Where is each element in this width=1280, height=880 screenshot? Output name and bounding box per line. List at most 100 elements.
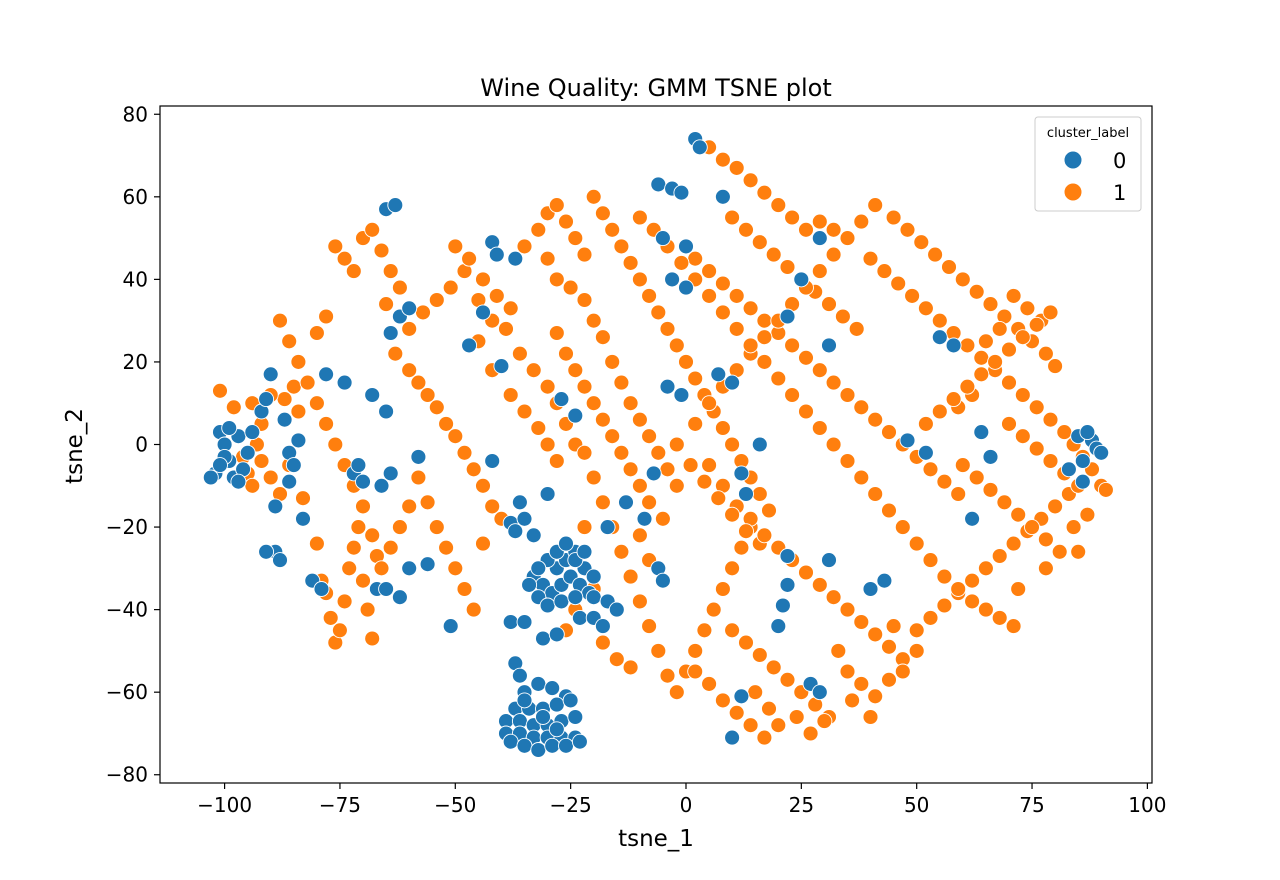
data-point-cluster-1 [345, 539, 362, 556]
y-axis: −80 −60 −40 −20 0 20 40 60 80 [106, 102, 160, 787]
data-point-cluster-1 [391, 279, 408, 296]
data-point-cluster-1 [977, 601, 994, 618]
data-point-cluster-1 [1001, 341, 1017, 358]
data-point-cluster-1 [798, 221, 814, 238]
data-point-cluster-0 [507, 250, 524, 267]
data-point-cluster-1 [438, 415, 455, 432]
data-point-cluster-1 [659, 320, 676, 337]
data-point-cluster-0 [493, 358, 510, 375]
data-point-cluster-1 [327, 238, 344, 255]
data-point-cluster-1 [784, 209, 801, 226]
data-point-cluster-1 [982, 481, 999, 498]
data-point-cluster-1 [724, 560, 741, 577]
data-point-cluster-1 [585, 312, 602, 329]
data-point-cluster-1 [894, 663, 911, 680]
data-point-cluster-1 [502, 300, 519, 317]
x-tick-label: −25 [550, 793, 592, 817]
data-point-cluster-1 [922, 609, 939, 626]
data-point-cluster-0 [548, 696, 565, 713]
data-point-cluster-0 [576, 543, 593, 560]
data-point-cluster-1 [1042, 304, 1059, 321]
data-point-cluster-1 [862, 709, 879, 725]
data-point-cluster-0 [535, 630, 551, 647]
y-tick-label: 20 [123, 350, 148, 374]
data-point-cluster-0 [318, 366, 335, 383]
data-point-cluster-1 [894, 519, 911, 536]
data-point-cluster-0 [548, 626, 565, 643]
data-point-cluster-0 [982, 448, 999, 465]
data-point-cluster-1 [968, 283, 985, 300]
data-point-cluster-0 [221, 420, 238, 436]
data-point-cluster-1 [742, 337, 759, 354]
data-point-cluster-0 [1060, 461, 1077, 478]
data-point-cluster-1 [733, 539, 750, 556]
data-point-cluster-1 [728, 159, 745, 176]
data-point-cluster-0 [618, 494, 634, 511]
data-point-cluster-0 [724, 729, 741, 746]
data-point-cluster-1 [410, 469, 427, 486]
data-point-cluster-1 [687, 370, 704, 387]
data-point-cluster-1 [650, 444, 667, 461]
data-point-cluster-1 [687, 250, 704, 267]
data-point-cluster-1 [654, 510, 671, 527]
data-point-cluster-1 [936, 568, 953, 585]
data-point-cluster-1 [945, 391, 962, 408]
data-point-cluster-0 [654, 230, 671, 247]
data-point-cluster-1 [756, 329, 773, 346]
data-point-cluster-1 [331, 622, 348, 639]
data-point-cluster-1 [290, 403, 307, 420]
data-point-cluster-1 [1014, 387, 1031, 403]
data-point-cluster-0 [811, 230, 828, 247]
x-tick-label: 25 [789, 793, 814, 817]
data-point-cluster-1 [548, 453, 565, 469]
data-point-cluster-1 [631, 593, 648, 610]
data-point-cluster-1 [738, 634, 754, 651]
data-point-cluster-1 [779, 259, 796, 275]
data-point-cluster-0 [511, 667, 528, 684]
data-point-cluster-1 [728, 320, 745, 337]
data-point-cluster-1 [987, 353, 1004, 370]
x-tick-label: −100 [197, 793, 252, 817]
data-point-cluster-0 [821, 552, 837, 569]
data-point-cluster-0 [793, 271, 810, 288]
data-point-cluster-1 [738, 221, 754, 238]
data-point-cluster-1 [576, 246, 593, 263]
data-point-cluster-0 [502, 733, 519, 750]
y-tick-label: −60 [106, 680, 148, 704]
data-point-cluster-0 [419, 556, 436, 573]
data-point-cluster-0 [724, 374, 741, 391]
data-point-cluster-1 [867, 688, 884, 705]
data-point-cluster-1 [738, 523, 754, 540]
data-point-cluster-1 [410, 374, 427, 391]
data-point-cluster-1 [973, 366, 990, 383]
data-point-cluster-0 [945, 337, 962, 354]
data-point-cluster-1 [290, 353, 307, 370]
data-point-cluster-1 [525, 362, 542, 379]
data-point-cluster-1 [516, 403, 533, 420]
data-point-cluster-1 [687, 663, 704, 680]
data-point-cluster-0 [535, 709, 551, 725]
data-point-cluster-0 [516, 692, 533, 709]
data-point-cluster-1 [641, 618, 658, 635]
data-point-cluster-1 [881, 671, 897, 688]
data-point-cluster-1 [890, 275, 907, 292]
data-point-cluster-1 [839, 230, 856, 247]
data-point-cluster-1 [908, 535, 925, 552]
data-point-cluster-0 [876, 572, 893, 589]
data-point-cluster-1 [327, 436, 344, 453]
data-point-cluster-1 [751, 234, 768, 251]
data-point-cluster-1 [784, 337, 801, 354]
data-point-cluster-1 [954, 271, 971, 288]
data-point-cluster-1 [798, 403, 814, 420]
data-point-cluster-1 [977, 333, 994, 350]
data-point-cluster-1 [438, 539, 455, 556]
data-point-cluster-1 [968, 469, 985, 486]
data-point-cluster-0 [239, 444, 256, 461]
data-point-cluster-0 [507, 523, 524, 540]
data-point-cluster-1 [977, 560, 994, 577]
data-point-cluster-1 [594, 329, 611, 346]
data-point-cluster-1 [701, 675, 718, 692]
data-point-cluster-1 [318, 308, 335, 325]
data-point-cluster-1 [308, 395, 325, 412]
data-point-cluster-1 [779, 671, 796, 688]
